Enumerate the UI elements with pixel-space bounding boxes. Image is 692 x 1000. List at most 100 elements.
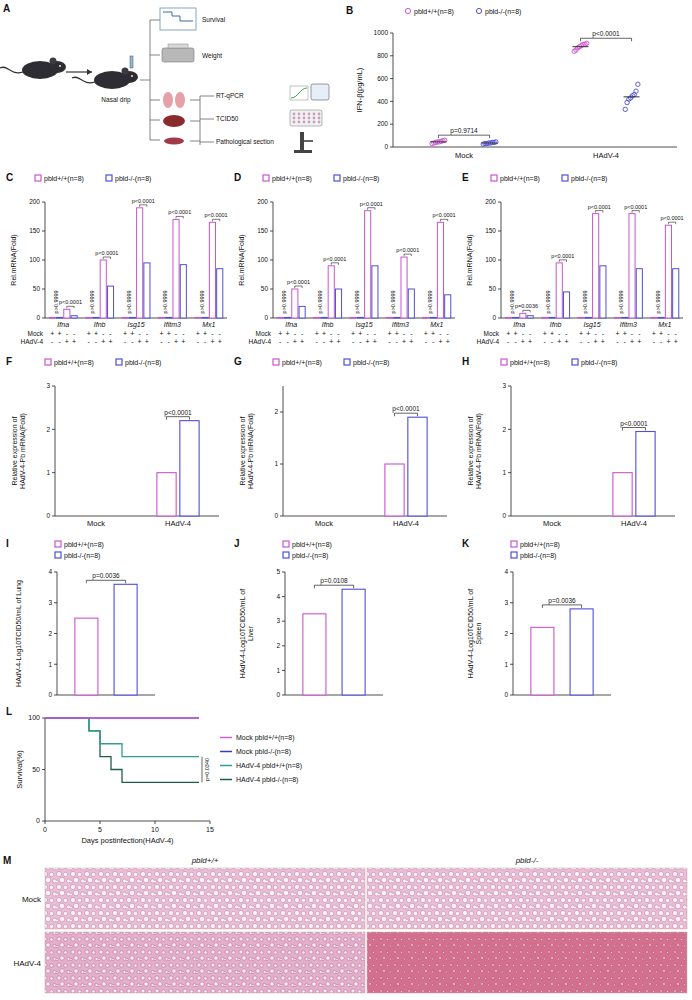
y-tick [282,621,285,622]
y-tick [508,429,511,430]
sign: - [316,338,319,345]
arrow-head [87,69,92,75]
point [634,89,638,93]
sign: - [388,338,391,345]
bracket [331,263,338,265]
bar [549,317,555,319]
category-label: HAdV-4 [621,519,647,528]
y-axis [511,386,512,516]
axis-title-line: HAdV-4-Pb mRNA(Fold) [247,413,255,489]
sign: - [432,338,435,345]
y-tick [54,695,57,696]
sign: - [522,330,525,337]
sign: + [659,330,663,337]
sign: + [130,330,134,337]
sign: - [616,338,619,345]
category-label: Mock [87,519,105,528]
spleen [164,138,184,145]
sign: + [123,330,127,337]
bar [342,589,365,695]
plate-well [313,113,316,116]
y-tick-label: 50 [32,766,40,773]
bar [600,266,606,318]
legend-label: HAdV-4 pbld-/-(n=8) [236,776,298,784]
p-value: p=0.0108 [320,577,348,585]
y-tick [42,718,45,719]
plate-well [303,113,306,116]
y-tick-label: 3 [46,382,50,389]
sign: - [279,338,282,345]
bracket [103,257,110,259]
panel-letter: J [234,538,240,549]
bar [629,214,635,318]
bar [357,317,363,319]
axis-title: Rel.mRNA(Fold) [10,234,18,285]
y-tick-label: 100 [29,256,40,263]
row-label: HAdV-4 [13,959,41,968]
sign: - [66,330,69,337]
legend-label: HAdV-4 pbld+/+(n=8) [236,762,302,770]
legend-label: pbld+/+(n=8) [64,541,104,549]
p-value: p<0.0001 [59,299,82,305]
plate-well [318,113,321,116]
y-tick [52,429,55,430]
y-tick [390,33,393,34]
sign: - [439,330,442,337]
y-tick [508,516,511,517]
microscope-arm [300,132,304,150]
y-tick-label: 1000 [374,29,389,36]
y-tick [390,124,393,125]
bar [57,317,63,319]
sign: + [145,338,149,345]
column-label: pbld-/- [515,856,539,865]
axis-title-line: Liver [247,625,254,641]
marks [385,417,427,516]
legend-label: pbld-/-(n=8) [485,8,521,16]
y-tick-label: 100 [257,256,268,263]
legend-label: pbld+/+(n=8) [282,359,322,367]
panel-letter: A [3,3,10,14]
y-tick-label: 800 [377,52,388,59]
category-label: Mx1 [430,321,443,328]
diagram-label: RT-qPCR [216,92,244,100]
x-tick-label: 15 [206,826,214,833]
legend-marker [405,8,410,13]
panel-letter: I [6,538,9,549]
p-value: p>0.9999 [281,290,287,313]
axis-title: Relative expression ofHAdV-4-Pb mRNA(Fol… [239,413,255,489]
sign: - [565,330,568,337]
axis-title-line: Rel.mRNA(Fold) [238,234,246,285]
bar [75,618,98,695]
y-tick-label: 3 [276,617,280,624]
bar [563,292,569,318]
legend-label: pbld+/+(n=8) [510,359,550,367]
p-value: p<0.0001 [168,209,191,215]
panel-letter: B [346,5,353,16]
marks [505,214,679,318]
sign: + [159,330,163,337]
sign: - [204,338,207,345]
sign: + [181,338,185,345]
y-tick-label: 0 [36,817,40,824]
legend-marker [511,541,517,547]
y-tick-label: 1 [46,469,50,476]
mean-line [572,46,588,47]
y-tick [42,289,45,290]
plate-well [298,121,301,124]
bracket [559,260,566,262]
p-value: p<0.0001 [592,30,620,38]
mean-line [624,96,640,97]
category-label: Isg15 [127,321,144,329]
panel-letter: E [462,172,469,183]
sign: + [557,338,561,345]
bar [585,317,591,319]
y-tick-label: 1 [504,661,508,668]
legend-label: pbld+/+(n=8) [520,541,560,549]
panel: Ipbld+/+(n=8)pbld-/-(n=8)HAdV-4-Log10TCI… [6,538,155,698]
legend-label: Mock pbld-/-(n=8) [236,748,291,756]
y-tick [42,318,45,319]
sign: + [167,330,171,337]
marks [75,584,137,695]
x-axis [285,695,383,696]
sign: - [197,338,200,345]
